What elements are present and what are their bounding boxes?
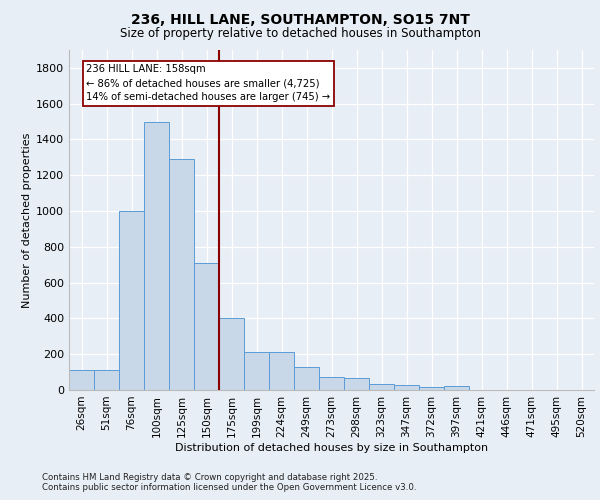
Bar	[119, 211, 144, 390]
Bar	[219, 318, 244, 390]
X-axis label: Distribution of detached houses by size in Southampton: Distribution of detached houses by size …	[175, 442, 488, 452]
Text: Size of property relative to detached houses in Southampton: Size of property relative to detached ho…	[119, 28, 481, 40]
Bar	[394, 384, 419, 390]
Y-axis label: Number of detached properties: Number of detached properties	[22, 132, 32, 308]
Bar	[344, 378, 369, 390]
Bar	[69, 370, 94, 390]
Text: Contains HM Land Registry data © Crown copyright and database right 2025.
Contai: Contains HM Land Registry data © Crown c…	[42, 473, 416, 492]
Text: 236 HILL LANE: 158sqm
← 86% of detached houses are smaller (4,725)
14% of semi-d: 236 HILL LANE: 158sqm ← 86% of detached …	[86, 64, 330, 102]
Bar	[319, 378, 344, 390]
Bar	[269, 352, 294, 390]
Bar	[194, 263, 219, 390]
Bar	[369, 384, 394, 390]
Bar	[444, 386, 469, 390]
Bar	[244, 352, 269, 390]
Text: 236, HILL LANE, SOUTHAMPTON, SO15 7NT: 236, HILL LANE, SOUTHAMPTON, SO15 7NT	[131, 12, 469, 26]
Bar	[94, 370, 119, 390]
Bar	[294, 366, 319, 390]
Bar	[169, 159, 194, 390]
Bar	[144, 122, 169, 390]
Bar	[419, 388, 444, 390]
